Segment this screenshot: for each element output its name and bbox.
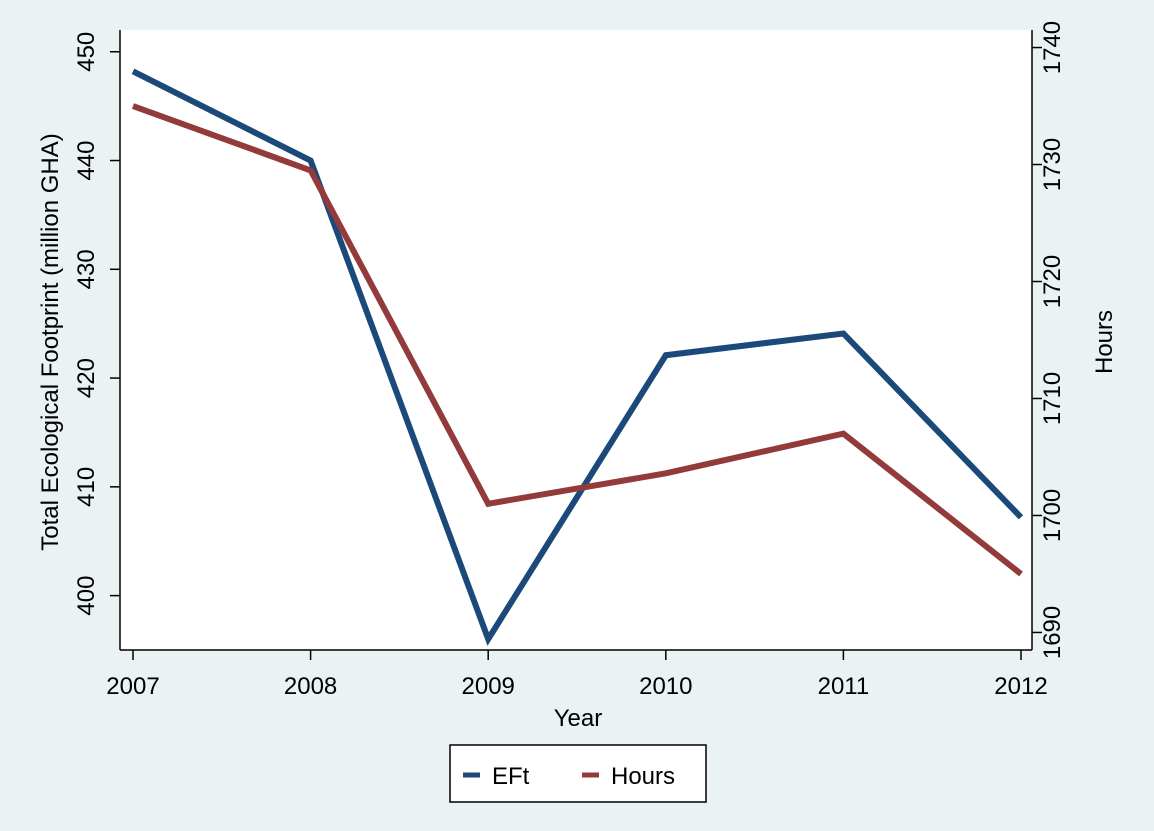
y-axis-right-title: Hours xyxy=(1091,310,1118,374)
axes: 2007 2008 2009 2010 2011 2012 400 410 420 430 440 4… xyxy=(73,21,1066,700)
y-right-tick-label: 1740 xyxy=(1039,21,1066,74)
series-line-eft xyxy=(131,68,1024,646)
y-left-tick-label: 410 xyxy=(73,467,100,507)
y-left-tick-label: 430 xyxy=(73,249,100,289)
x-tick-label: 2010 xyxy=(639,673,692,700)
series-line-hours xyxy=(131,103,1023,577)
y-right-tick-label: 1710 xyxy=(1039,372,1066,425)
x-tick-label: 2011 xyxy=(818,673,870,700)
y-left-tick-label: 440 xyxy=(73,141,100,181)
y-right-tick-label: 1690 xyxy=(1039,606,1066,659)
y-axis-left-title: Total Ecological Footprint (million GHA) xyxy=(37,133,64,550)
legend-box xyxy=(449,744,707,803)
y-right-tick-label: 1700 xyxy=(1039,489,1066,542)
series-layer xyxy=(131,68,1024,646)
x-axis-title: Year xyxy=(554,705,603,732)
x-tick-label: 2009 xyxy=(462,673,515,700)
x-tick-label: 2012 xyxy=(994,673,1047,700)
legend: EFt Hours xyxy=(449,744,707,803)
y-left-tick-label: 400 xyxy=(73,576,100,616)
x-tick-label: 2007 xyxy=(106,673,159,700)
x-tick-label: 2008 xyxy=(284,673,337,700)
y-left-tick-label: 420 xyxy=(73,358,100,398)
y-left-tick-label: 450 xyxy=(73,32,100,72)
y-right-tick-label: 1720 xyxy=(1039,255,1066,308)
legend-label-eft: EFt xyxy=(492,763,530,790)
y-right-tick-label: 1730 xyxy=(1039,138,1066,191)
plot-area xyxy=(120,30,1032,650)
legend-label-hours: Hours xyxy=(611,763,675,790)
